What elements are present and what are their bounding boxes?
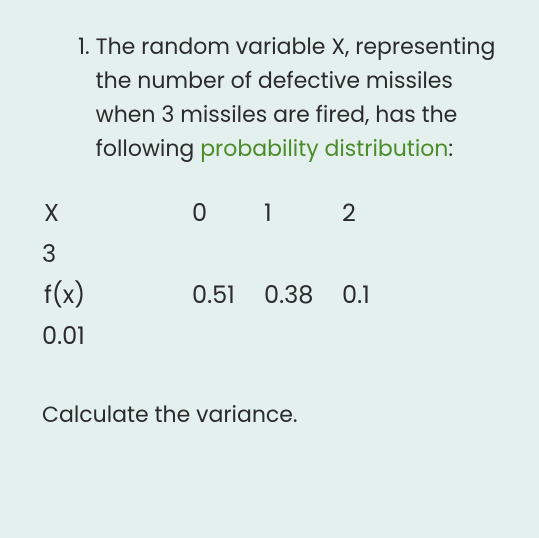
x-row: X 0 1 2 3 xyxy=(42,194,497,276)
question-block: 1. The random variable X, representing t… xyxy=(42,30,497,166)
instruction-text: Calculate the variance. xyxy=(42,398,497,432)
fx-row: f(x) 0.51 0.38 0.1 0.01 xyxy=(42,276,497,358)
fx-values-main: 0.51 0.38 0.1 xyxy=(192,276,402,317)
distribution-table: X 0 1 2 3 f(x) 0.51 0.38 0.1 0.01 xyxy=(42,194,497,357)
fx-value-overflow: 0.01 xyxy=(42,317,497,358)
x-value-overflow: 3 xyxy=(42,235,497,276)
x-values-main: 0 1 2 xyxy=(192,194,402,235)
question-text: The random variable X, representing the … xyxy=(96,30,497,166)
fx-label: f(x) xyxy=(42,276,192,317)
x-value: 2 xyxy=(342,194,402,235)
x-value: 0 xyxy=(192,194,264,235)
question-number: 1. xyxy=(42,30,96,64)
fx-value: 0.1 xyxy=(342,276,402,317)
fx-value: 0.51 xyxy=(192,276,264,317)
probability-distribution-link[interactable]: probability distribution xyxy=(200,133,448,164)
x-value: 1 xyxy=(264,194,342,235)
fx-value: 0.38 xyxy=(264,276,342,317)
x-label: X xyxy=(42,194,192,235)
question-text-after: : xyxy=(448,133,453,164)
problem-card: 1. The random variable X, representing t… xyxy=(0,0,539,538)
